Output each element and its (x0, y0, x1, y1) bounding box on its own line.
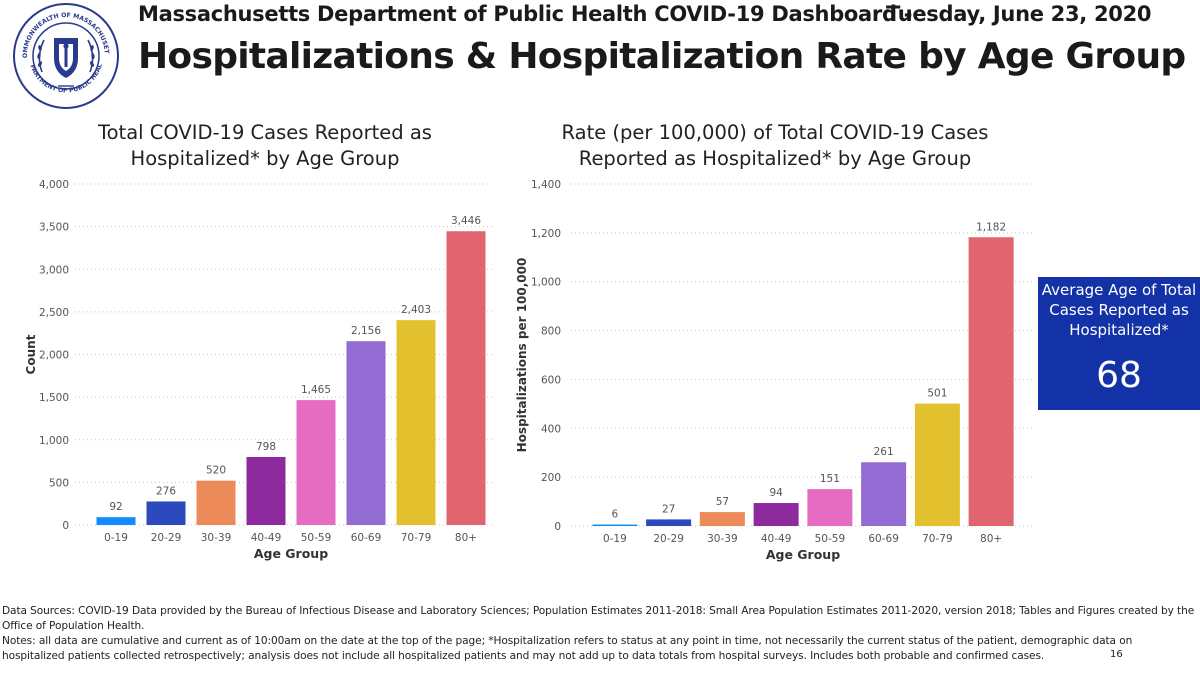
right-x-tick-label: 50-59 (815, 533, 846, 545)
left-y-tick-label: 500 (49, 477, 69, 489)
right-y-tick-label: 1,200 (531, 228, 561, 240)
left-chart-title-line2: Hospitalized* by Age Group (130, 147, 400, 170)
left-bar-30-39 (196, 480, 236, 525)
average-age-label-line1: Average Age of Total (1041, 281, 1197, 299)
left-y-tick-label: 2,500 (39, 307, 69, 319)
right-x-tick-label: 70-79 (922, 533, 953, 545)
right-bar-40-49 (753, 503, 799, 526)
right-y-tick-label: 600 (541, 374, 561, 386)
right-y-tick-label: 0 (554, 521, 561, 533)
page-title: Hospitalizations & Hospitalization Rate … (138, 36, 1186, 77)
left-bar-50-59 (296, 400, 336, 525)
left-bar-70-79 (396, 320, 436, 525)
data-sources-text: Data Sources: COVID-19 Data provided by … (2, 605, 1195, 632)
left-x-tick-label: 50-59 (301, 532, 332, 544)
left-bar-20-29 (146, 501, 186, 525)
right-value-label: 151 (820, 473, 840, 485)
left-x-tick-label: 80+ (455, 532, 477, 544)
right-value-label: 261 (874, 446, 894, 458)
right-y-axis-label: Hospitalizations per 100,000 (515, 258, 529, 453)
right-bar-70-79 (914, 403, 960, 526)
left-x-tick-label: 70-79 (401, 532, 432, 544)
right-value-label: 501 (927, 388, 947, 400)
right-chart-title-line2: Reported as Hospitalized* by Age Group (578, 147, 972, 170)
average-age-value: 68 (1096, 355, 1142, 396)
right-bar-20-29 (646, 519, 692, 526)
hospitalization-rate-chart: 0 200 400 600 800 1,000 1,200 1,400 6 0-19 27 20-29… (515, 179, 1035, 562)
right-y-tick-label: 400 (541, 423, 561, 435)
right-value-label: 57 (716, 496, 729, 508)
footer-notes: Data Sources: COVID-19 Data provided by … (2, 604, 1197, 664)
left-chart-title: Total COVID-19 Cases Reported as Hospita… (60, 120, 470, 172)
right-x-tick-label: 0-19 (603, 533, 627, 545)
left-value-label: 520 (206, 465, 226, 477)
left-x-tick-label: 20-29 (151, 532, 182, 544)
hospitalizations-count-chart: 0 500 1,000 1,500 2,000 2,500 3,000 3,500 4,000 9… (24, 179, 492, 561)
right-x-tick-label: 30-39 (707, 533, 738, 545)
report-date: Tuesday, June 23, 2020 (886, 2, 1152, 26)
left-chart-title-line1: Total COVID-19 Cases Reported as (98, 121, 432, 144)
dashboard-header: Massachusetts Department of Public Healt… (138, 2, 1188, 32)
right-value-label: 94 (769, 487, 783, 499)
right-bar-80+ (968, 237, 1014, 527)
left-y-tick-label: 3,500 (39, 222, 69, 234)
left-y-tick-label: 1,000 (39, 435, 69, 447)
average-age-label-line3: Hospitalized* (1069, 321, 1169, 339)
right-value-label: 1,182 (976, 221, 1006, 233)
right-y-tick-label: 1,000 (531, 277, 561, 289)
left-x-tick-label: 0-19 (104, 532, 128, 544)
right-y-tick-label: 200 (541, 472, 561, 484)
left-bar-80+ (446, 231, 486, 525)
right-x-tick-label: 80+ (980, 533, 1002, 545)
left-x-tick-label: 40-49 (251, 532, 282, 544)
right-bar-60-69 (861, 462, 907, 526)
average-age-card: Average Age of Total Cases Reported as H… (1038, 277, 1200, 410)
right-value-label: 27 (662, 503, 675, 515)
right-chart-title: Rate (per 100,000) of Total COVID-19 Cas… (545, 120, 1005, 172)
right-chart-title-line1: Rate (per 100,000) of Total COVID-19 Cas… (561, 121, 989, 144)
right-value-label: 6 (612, 509, 619, 521)
right-bar-50-59 (807, 489, 853, 526)
left-x-tick-label: 30-39 (201, 532, 232, 544)
left-y-tick-label: 2,000 (39, 350, 69, 362)
right-y-tick-label: 800 (541, 326, 561, 338)
left-value-label: 276 (156, 485, 176, 497)
right-bar-0-19 (592, 524, 638, 526)
average-age-label-line2: Cases Reported as (1049, 301, 1189, 319)
average-age-label: Average Age of Total Cases Reported as H… (1038, 280, 1200, 340)
right-bar-30-39 (699, 512, 745, 526)
right-y-tick-label: 1,400 (531, 179, 561, 191)
left-x-axis-label: Age Group (254, 546, 328, 561)
dph-seal-logo: COMMONWEALTH OF MASSACHUSETTS DEPARTMENT… (12, 2, 119, 109)
left-y-tick-label: 1,500 (39, 392, 69, 404)
dashboard-title: Massachusetts Department of Public Healt… (138, 2, 913, 26)
left-y-tick-label: 4,000 (39, 179, 69, 191)
right-x-tick-label: 60-69 (868, 533, 899, 545)
left-value-label: 2,156 (351, 325, 381, 337)
right-x-tick-label: 20-29 (653, 533, 684, 545)
left-y-tick-label: 3,000 (39, 264, 69, 276)
left-value-label: 92 (109, 501, 122, 513)
right-x-tick-label: 40-49 (761, 533, 792, 545)
left-bar-40-49 (246, 456, 286, 525)
left-value-label: 1,465 (301, 384, 331, 396)
page-number: 16 (1110, 649, 1123, 660)
notes-text: Notes: all data are cumulative and curre… (2, 635, 1133, 662)
left-bar-0-19 (96, 517, 136, 525)
left-value-label: 2,403 (401, 304, 431, 316)
left-y-axis-label: Count (24, 334, 38, 374)
right-x-axis-label: Age Group (766, 547, 840, 562)
left-bar-60-69 (346, 341, 386, 525)
left-x-tick-label: 60-69 (351, 532, 382, 544)
left-y-tick-label: 0 (62, 520, 69, 532)
left-value-label: 798 (256, 441, 276, 453)
left-value-label: 3,446 (451, 215, 481, 227)
